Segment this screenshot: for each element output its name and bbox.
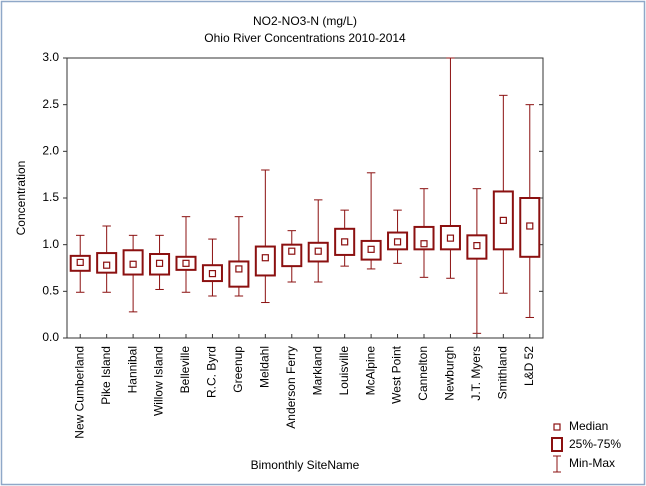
median [341,238,349,246]
y-tick-label: 1.5 [42,190,59,204]
x-tick-label: New Cumberland [72,346,86,439]
median [129,260,137,268]
chart-subtitle: Ohio River Concentrations 2010-2014 [204,31,406,45]
x-tick-label: McAlpine [363,346,377,396]
y-tick-label: 2.0 [42,144,59,158]
median [367,245,375,253]
median [182,259,190,267]
y-tick-label: 3.0 [42,50,59,64]
y-tick-label: 1.0 [42,237,59,251]
median [76,258,84,266]
x-tick-label: Willow Island [152,346,166,416]
x-axis-label: Bimonthly SiteName [251,458,360,472]
median [420,240,428,248]
legend-median-icon [553,423,561,431]
x-tick-label: West Point [390,345,404,403]
y-axis-label: Concentration [14,161,28,236]
legend-label: Min-Max [569,456,615,470]
median [235,265,243,273]
median [288,247,296,255]
x-tick-label: J.T. Myers [469,346,483,401]
median [499,216,507,224]
legend-label: Median [569,419,608,433]
x-tick-label: Louisville [337,346,351,396]
legend-label: 25%-75% [569,437,621,451]
median [314,247,322,255]
legend-box-icon [551,437,563,452]
x-tick-label: Meldahl [258,346,272,388]
y-tick-label: 2.5 [42,97,59,111]
median [103,261,111,269]
box [413,225,435,251]
x-tick-label: Belleville [178,346,192,394]
x-tick-label: R.C. Byrd [205,346,219,398]
x-tick-label: Newburgh [443,346,457,401]
x-tick-label: Greenup [231,346,245,393]
median [473,242,481,250]
x-tick-label: Markland [310,346,324,395]
x-tick-label: Cannelton [416,346,430,401]
x-tick-label: L&D 52 [522,346,536,386]
y-tick-label: 0.5 [42,284,59,298]
y-tick-label: 0.0 [42,330,59,344]
median [155,259,164,267]
box [281,243,303,268]
x-tick-label: Pike Island [99,346,113,405]
median [393,238,402,246]
median [208,270,217,278]
chart-title: NO2-NO3-N (mg/L) [253,14,357,28]
median [526,222,534,230]
x-tick-label: Hannibal [125,346,139,393]
median [446,234,455,242]
x-tick-label: Smithland [496,346,510,399]
x-tick-label: Anderson Ferry [284,346,298,429]
median [261,254,269,262]
box [228,260,250,288]
